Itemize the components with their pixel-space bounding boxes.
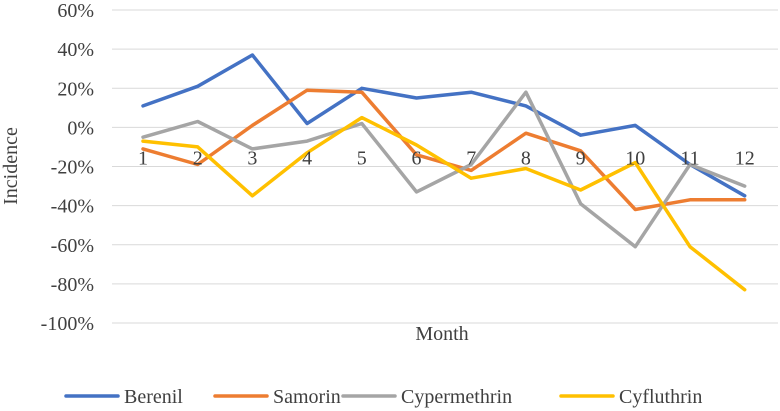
x-tick-label: 8 <box>521 147 531 169</box>
series-lines <box>141 53 747 292</box>
x-tick-label: 2 <box>193 147 203 169</box>
legend: Berenil Samorin Cypermethrin Cyfluthrin <box>64 386 702 408</box>
y-tick-label: 20% <box>57 78 94 100</box>
legend-label-cyfluthrin: Cyfluthrin <box>619 386 702 408</box>
y-tick-label: -100% <box>41 313 94 335</box>
y-axis-tick-labels: 60% 40% 20% 0% -20% -40% -60% -80% -100% <box>41 0 94 335</box>
series-line-cypermethrin <box>141 90 747 249</box>
x-axis-title: Month <box>415 323 468 345</box>
x-axis-tick-labels: 1 2 3 4 5 6 7 8 9 10 11 12 <box>138 147 755 169</box>
y-tick-label: 60% <box>57 0 94 22</box>
y-tick-label: -60% <box>51 235 94 257</box>
y-axis-title: Incidence <box>0 127 22 205</box>
y-tick-label: 40% <box>57 39 94 61</box>
x-tick-label: 3 <box>247 147 257 169</box>
gridlines <box>112 9 778 324</box>
series-line-berenil <box>141 53 747 198</box>
x-tick-label: 7 <box>466 147 476 169</box>
y-tick-label: -40% <box>51 196 94 218</box>
x-tick-label: 4 <box>302 147 312 169</box>
x-tick-label: 10 <box>625 147 645 169</box>
legend-label-cypermethrin: Cypermethrin <box>401 386 512 408</box>
y-tick-label: 0% <box>67 117 94 139</box>
series-line-cyfluthrin <box>141 115 747 292</box>
x-tick-label: 11 <box>680 147 699 169</box>
x-tick-label: 1 <box>138 147 148 169</box>
y-tick-label: -20% <box>51 157 94 179</box>
x-tick-label: 12 <box>735 147 755 169</box>
y-tick-label: -80% <box>51 274 94 296</box>
x-tick-label: 5 <box>357 147 367 169</box>
legend-label-berenil: Berenil <box>124 386 183 408</box>
x-tick-label: 9 <box>576 147 586 169</box>
legend-label-samorin: Samorin <box>273 386 341 408</box>
x-tick-label: 6 <box>412 147 422 169</box>
